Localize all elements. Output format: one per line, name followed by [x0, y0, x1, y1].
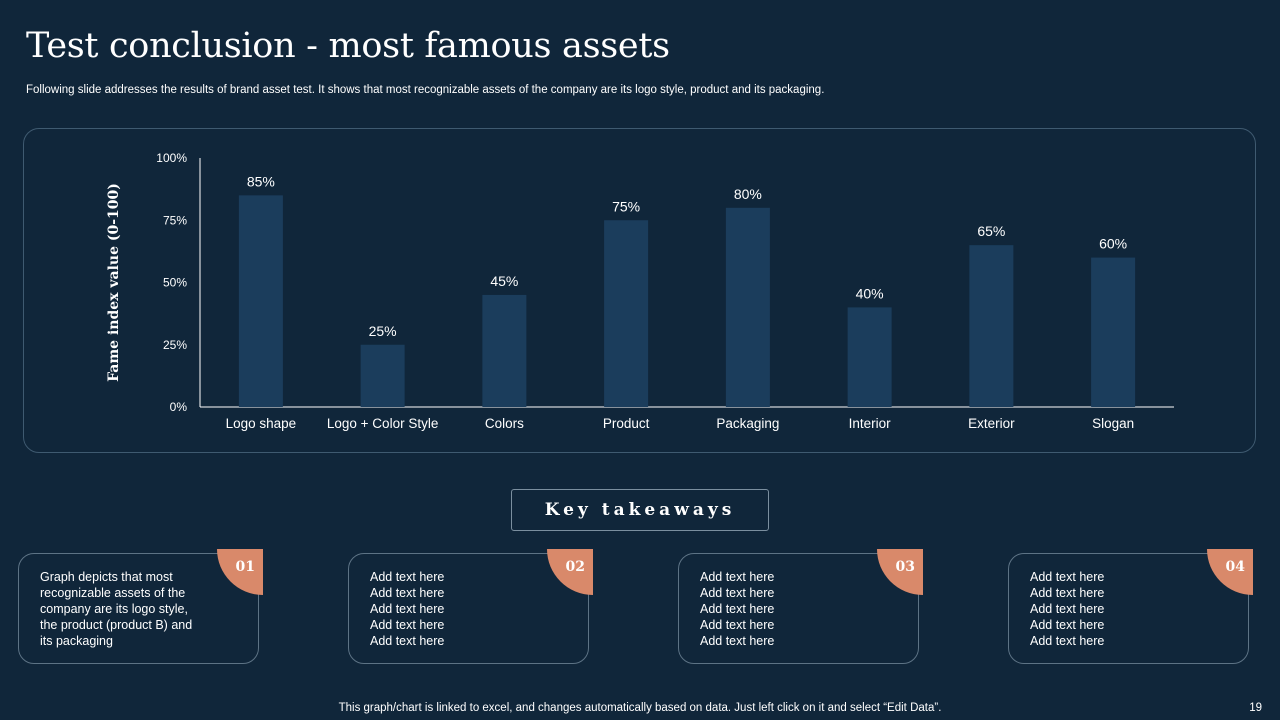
y-tick-label: 25%: [163, 338, 187, 352]
takeaway-line: Add text here: [700, 602, 775, 616]
takeaway-card-3: Add text here Add text here Add text her…: [678, 549, 923, 664]
bar-chart[interactable]: Fame index value (0-100) 0% 25% 50% 75% 100% 8…: [24, 129, 1257, 454]
bar-value-label: 25%: [369, 323, 397, 339]
takeaway-number-badge: 04: [1207, 549, 1253, 595]
takeaway-line: Add text here: [370, 634, 445, 648]
takeaway-line: Add text here: [1030, 586, 1105, 600]
takeaway-line: Add text here: [370, 586, 445, 600]
takeaway-line: Add text here: [370, 618, 445, 632]
category-label: Colors: [485, 416, 524, 431]
bar-value-label: 65%: [977, 223, 1005, 239]
bar: [1091, 257, 1136, 407]
takeaway-line: Add text here: [370, 602, 445, 616]
takeaway-line: Add text here: [1030, 618, 1105, 632]
y-tick-label: 100%: [156, 151, 187, 165]
category-label: Interior: [849, 416, 892, 431]
footer-note: This graph/chart is linked to excel, and…: [338, 702, 942, 714]
takeaway-line: Add text here: [1030, 570, 1105, 584]
slide-subtitle: Following slide addresses the results of…: [26, 84, 825, 96]
y-tick-label: 0%: [170, 400, 188, 414]
takeaway-card-2: Add text here Add text here Add text her…: [348, 549, 593, 664]
category-label: Logo shape: [226, 416, 297, 431]
slide-title: Test conclusion - most famous assets: [26, 26, 670, 66]
bar-value-label: 75%: [612, 198, 640, 214]
category-label: Slogan: [1092, 416, 1134, 431]
takeaway-card-4: Add text here Add text here Add text her…: [1008, 549, 1253, 664]
bar: [969, 245, 1014, 407]
bar-value-label: 60%: [1099, 236, 1127, 252]
bar-value-label: 45%: [490, 273, 518, 289]
key-takeaways-heading: Key takeaways: [511, 489, 769, 531]
y-tick-label: 75%: [163, 213, 187, 227]
category-label: Packaging: [716, 416, 779, 431]
takeaway-number-badge: 01: [217, 549, 263, 595]
bar: [238, 195, 283, 407]
takeaway-card-1: Graph depicts that most recognizable ass…: [18, 549, 263, 664]
takeaway-line: Add text here: [370, 570, 445, 584]
takeaway-line: Add text here: [1030, 602, 1105, 616]
bar-value-label: 85%: [247, 173, 275, 189]
category-label: Logo + Color Style: [327, 416, 438, 431]
takeaway-line: Add text here: [700, 586, 775, 600]
takeaway-text: Graph depicts that most recognizable ass…: [40, 570, 193, 648]
bar: [482, 294, 527, 407]
takeaway-line: Add text here: [700, 618, 775, 632]
takeaway-card-text: Add text here Add text here Add text her…: [700, 569, 870, 649]
takeaway-card-text: Add text here Add text here Add text her…: [370, 569, 540, 649]
category-label: Exterior: [968, 416, 1015, 431]
bar: [360, 344, 405, 407]
chart-panel: Fame index value (0-100) 0% 25% 50% 75% 100% 8…: [23, 128, 1256, 453]
y-axis-title: Fame index value (0-100): [106, 183, 122, 382]
y-tick-label: 50%: [163, 276, 187, 290]
bar-value-label: 40%: [856, 285, 884, 301]
takeaway-card-text: Graph depicts that most recognizable ass…: [40, 569, 205, 649]
bar: [725, 207, 770, 407]
takeaway-number-badge: 02: [547, 549, 593, 595]
takeaway-line: Add text here: [700, 570, 775, 584]
takeaway-line: Add text here: [1030, 634, 1105, 648]
takeaway-number-badge: 03: [877, 549, 923, 595]
takeaway-line: Add text here: [700, 634, 775, 648]
bar: [604, 220, 649, 407]
page-number: 19: [1249, 702, 1262, 714]
bar: [847, 307, 892, 407]
takeaway-card-text: Add text here Add text here Add text her…: [1030, 569, 1200, 649]
bar-value-label: 80%: [734, 186, 762, 202]
category-label: Product: [603, 416, 650, 431]
